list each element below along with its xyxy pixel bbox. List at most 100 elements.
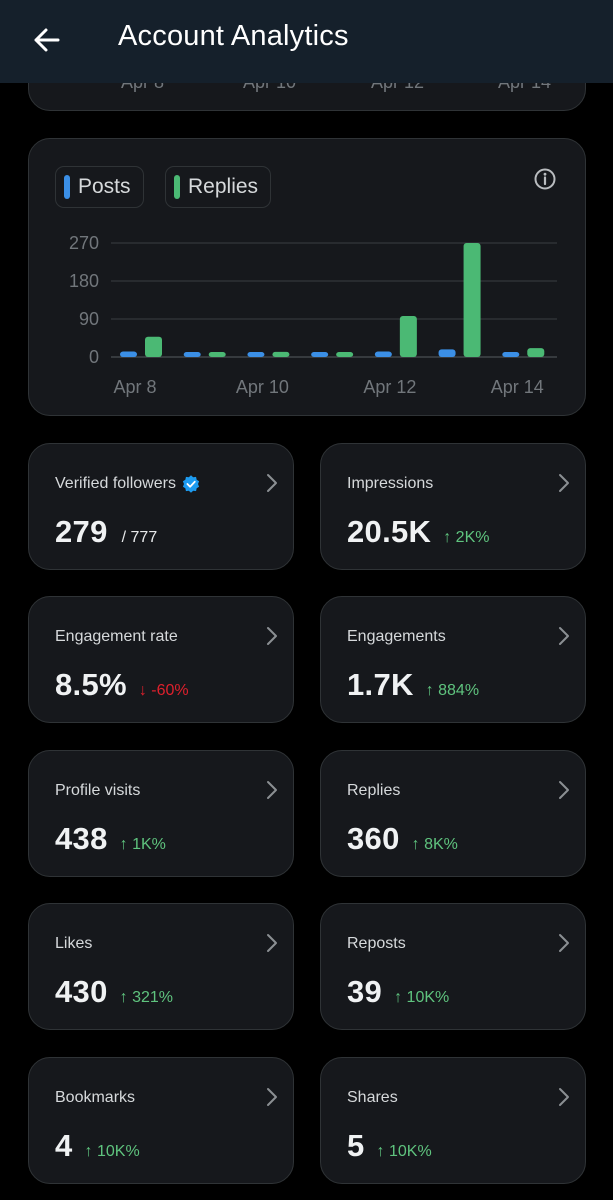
x-tick-label: Apr 10: [236, 377, 289, 397]
stat-value: 4: [55, 1128, 73, 1163]
stat-label-row: Engagement rate: [55, 628, 178, 646]
bar-replies-apr-9[interactable]: [208, 352, 226, 357]
stat-value: 20.5K: [347, 514, 432, 549]
stat-card[interactable]: Likes 430 ↑ 321%: [28, 903, 294, 1030]
x-tick-label: Apr 8: [113, 377, 156, 397]
legend-posts-label: Posts: [78, 175, 131, 198]
bar-posts-apr-13[interactable]: [438, 349, 456, 357]
stat-change: ↑ 1K%: [119, 836, 166, 853]
bar-posts-apr-11[interactable]: [311, 352, 329, 357]
stat-card[interactable]: Bookmarks 4 ↑ 10K%: [28, 1057, 294, 1184]
y-tick-label: 0: [89, 347, 99, 367]
stat-change: ↑ 2K%: [443, 529, 490, 546]
bar-chart: 270 180 90 0 Apr 8 Apr 10 Apr 12 Apr 14: [69, 233, 557, 397]
bar-replies-apr-11[interactable]: [336, 352, 354, 357]
stat-label: Engagement rate: [55, 628, 178, 645]
stat-change: ↑ 321%: [119, 989, 173, 1006]
page-title: Account Analytics: [118, 20, 349, 52]
stat-card[interactable]: Verified followers 279 / 777: [28, 443, 294, 570]
chevron-right-icon: [267, 934, 277, 952]
stat-label: Shares: [347, 1089, 398, 1106]
stat-label: Engagements: [347, 628, 446, 645]
back-button[interactable]: [28, 22, 64, 58]
legend-replies-label: Replies: [188, 175, 259, 198]
stat-card[interactable]: Engagement rate 8.5% ↓ -60%: [28, 596, 294, 723]
stat-value: 1.7K: [347, 667, 414, 702]
stat-subvalue: / 777: [121, 529, 158, 546]
stat-label: Likes: [55, 935, 93, 952]
stat-value: 279: [55, 514, 108, 549]
verified-badge-icon: [182, 475, 200, 493]
chevron-right-icon: [267, 474, 277, 492]
stat-card[interactable]: Reposts 39 ↑ 10K%: [320, 903, 586, 1030]
stat-value: 360: [347, 821, 400, 856]
stat-card[interactable]: Impressions 20.5K ↑ 2K%: [320, 443, 586, 570]
stat-change: ↑ 884%: [425, 682, 480, 699]
stat-card[interactable]: Replies 360 ↑ 8K%: [320, 750, 586, 877]
x-tick-label: Apr 12: [363, 377, 416, 397]
chevron-right-icon: [559, 781, 569, 799]
stat-label-row: Bookmarks: [55, 1089, 135, 1107]
chevron-right-icon: [267, 627, 277, 645]
chevron-right-icon: [559, 474, 569, 492]
legend-replies-swatch: [174, 175, 180, 199]
stat-value-row: 20.5K ↑ 2K%: [347, 514, 489, 550]
stat-label: Bookmarks: [55, 1089, 136, 1106]
x-tick-label: Apr 14: [491, 377, 544, 397]
stat-change: ↑ 8K%: [411, 836, 458, 853]
chevron-right-icon: [267, 1088, 277, 1106]
activity-chart-card: Posts Replies 270 180 90 0 Apr 8 Apr 10 Apr 12…: [28, 138, 586, 416]
stat-label-row: Replies: [347, 782, 400, 800]
stat-label-row: Verified followers: [55, 475, 200, 493]
bar-posts-apr-14[interactable]: [502, 352, 520, 357]
stat-label-row: Shares: [347, 1089, 398, 1107]
stat-value-row: 5 ↑ 10K%: [347, 1128, 432, 1164]
stat-value: 5: [347, 1128, 365, 1163]
stat-card[interactable]: Engagements 1.7K ↑ 884%: [320, 596, 586, 723]
stat-card[interactable]: Profile visits 438 ↑ 1K%: [28, 750, 294, 877]
stat-change: ↓ -60%: [138, 682, 189, 699]
stat-value: 8.5%: [55, 667, 127, 702]
bar-posts-apr-8[interactable]: [120, 351, 137, 357]
arrow-left-icon: [34, 28, 60, 52]
bar-replies-apr-8[interactable]: [145, 336, 162, 357]
legend-posts-toggle[interactable]: Posts: [55, 166, 144, 208]
stat-label-row: Engagements: [347, 628, 446, 646]
legend-posts-swatch: [64, 175, 70, 199]
stat-change: ↑ 10K%: [394, 989, 450, 1006]
bar-posts-apr-9[interactable]: [183, 352, 201, 357]
chevron-right-icon: [559, 627, 569, 645]
stat-value-row: 438 ↑ 1K%: [55, 821, 166, 857]
bar-replies-apr-13[interactable]: [463, 243, 481, 357]
stat-label: Replies: [347, 782, 401, 799]
stat-change: ↑ 10K%: [84, 1143, 140, 1160]
stat-card[interactable]: Shares 5 ↑ 10K%: [320, 1057, 586, 1184]
stat-label-row: Impressions: [347, 475, 433, 493]
bar-replies-apr-10[interactable]: [272, 351, 290, 357]
stat-value-row: 8.5% ↓ -60%: [55, 667, 189, 703]
stat-value: 39: [347, 974, 383, 1009]
chevron-right-icon: [559, 934, 569, 952]
stat-value-row: 430 ↑ 321%: [55, 974, 173, 1010]
stat-value-row: 39 ↑ 10K%: [347, 974, 449, 1010]
bar-posts-apr-12[interactable]: [374, 351, 392, 357]
stat-value: 438: [55, 821, 108, 856]
bar-replies-apr-12[interactable]: [399, 316, 417, 357]
stat-label: Impressions: [347, 475, 434, 492]
bar-posts-apr-10[interactable]: [247, 352, 265, 357]
chevron-right-icon: [559, 1088, 569, 1106]
y-tick-label: 90: [79, 309, 99, 329]
bar-replies-apr-14[interactable]: [527, 348, 545, 357]
legend-replies-toggle[interactable]: Replies: [165, 166, 272, 208]
info-icon[interactable]: [533, 167, 557, 191]
stat-value-row: 4 ↑ 10K%: [55, 1128, 140, 1164]
y-tick-label: 180: [69, 271, 99, 291]
stat-label-row: Likes: [55, 935, 92, 953]
stat-value-row: 279 / 777: [55, 514, 157, 550]
stat-value: 430: [55, 974, 108, 1009]
y-tick-label: 270: [69, 233, 99, 253]
stat-label: Verified followers: [55, 475, 176, 492]
top-app-bar: Account Analytics: [0, 0, 613, 83]
stat-change: ↑ 10K%: [376, 1143, 432, 1160]
stat-label: Reposts: [347, 935, 406, 952]
